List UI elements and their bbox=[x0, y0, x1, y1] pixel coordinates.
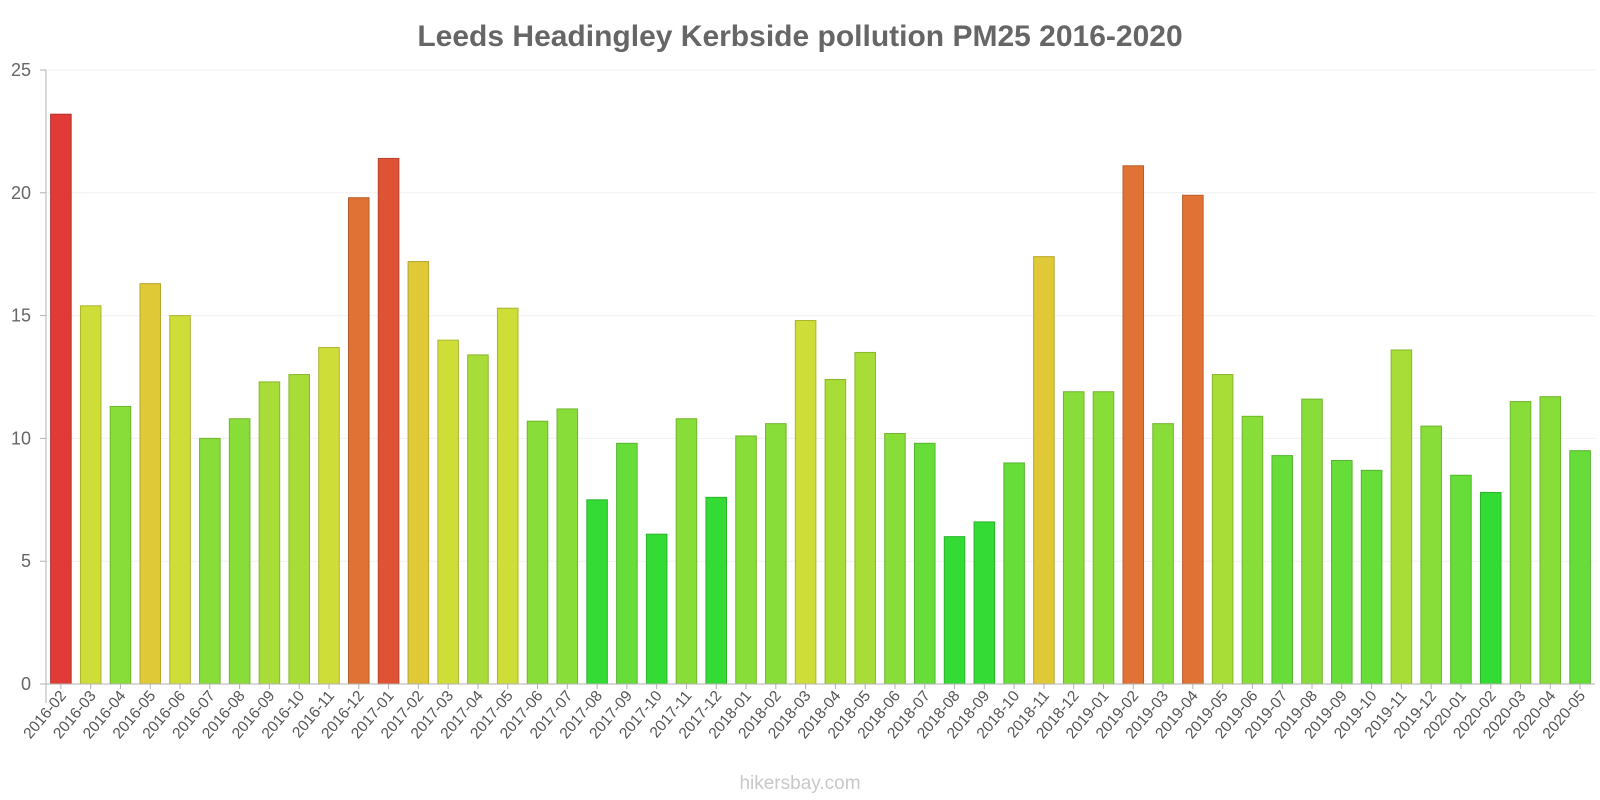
bar-2020-05 bbox=[1569, 450, 1591, 685]
bar-2018-08 bbox=[943, 536, 966, 685]
bar-2016-07 bbox=[199, 437, 221, 685]
bar-2019-12 bbox=[1420, 425, 1442, 685]
bar-2017-04 bbox=[467, 354, 489, 685]
bar-2018-09 bbox=[973, 521, 996, 685]
bar-2020-01 bbox=[1450, 474, 1472, 685]
bar-2016-04 bbox=[109, 405, 132, 685]
bar-2017-03 bbox=[437, 339, 459, 685]
bar-2016-03 bbox=[79, 305, 102, 685]
bar-2016-06 bbox=[169, 315, 191, 685]
bar-2018-10 bbox=[1003, 462, 1025, 685]
bar-2019-04 bbox=[1182, 194, 1204, 685]
chart-title: Leeds Headingley Kerbside pollution PM25… bbox=[417, 20, 1182, 53]
y-tick-label: 20 bbox=[11, 183, 31, 203]
bar-2019-01 bbox=[1092, 391, 1115, 685]
bar-2019-02 bbox=[1122, 165, 1145, 685]
bar-2016-02 bbox=[50, 113, 72, 685]
bars bbox=[50, 113, 1591, 685]
bar-2018-06 bbox=[884, 432, 906, 685]
bar-2018-12 bbox=[1062, 391, 1085, 685]
bar-2017-07 bbox=[556, 408, 579, 685]
bar-2016-09 bbox=[258, 381, 281, 685]
bar-2017-06 bbox=[526, 420, 549, 685]
bar-2017-08 bbox=[586, 499, 608, 685]
bar-2017-10 bbox=[645, 533, 668, 685]
bar-2017-12 bbox=[705, 496, 728, 685]
bar-2019-11 bbox=[1390, 349, 1413, 685]
y-tick-label: 0 bbox=[21, 674, 31, 694]
y-tick-label: 10 bbox=[11, 428, 31, 448]
bar-2018-05 bbox=[854, 351, 876, 685]
bar-2018-01 bbox=[735, 435, 757, 685]
x-axis-ticks: 2016-022016-032016-042016-052016-062016-… bbox=[20, 684, 1589, 742]
footer-source: hikersbay.com bbox=[739, 773, 860, 794]
bar-2017-01 bbox=[377, 157, 400, 685]
bar-2016-05 bbox=[139, 283, 162, 685]
bar-2020-02 bbox=[1479, 491, 1502, 685]
bar-2018-07 bbox=[913, 442, 936, 685]
bar-2019-03 bbox=[1152, 423, 1174, 685]
bar-2017-11 bbox=[675, 418, 698, 685]
bar-2018-03 bbox=[794, 320, 817, 685]
bar-2016-08 bbox=[228, 418, 251, 685]
y-axis-ticks: 0 5 10 15 20 25 bbox=[11, 60, 46, 694]
bar-2017-05 bbox=[496, 307, 519, 685]
bar-2018-02 bbox=[765, 423, 787, 685]
y-tick-label: 5 bbox=[21, 551, 31, 571]
bar-2017-02 bbox=[407, 261, 430, 685]
bar-2016-12 bbox=[348, 197, 370, 685]
bar-2018-11 bbox=[1033, 256, 1055, 685]
bar-2020-04 bbox=[1539, 396, 1562, 685]
bar-2016-11 bbox=[318, 347, 340, 685]
bar-2016-10 bbox=[288, 374, 310, 685]
y-tick-label: 25 bbox=[11, 60, 31, 80]
bar-2020-03 bbox=[1509, 401, 1532, 685]
bar-2017-09 bbox=[616, 442, 638, 685]
bar-2019-09 bbox=[1331, 460, 1353, 685]
bar-2019-07 bbox=[1271, 455, 1293, 685]
bar-2019-06 bbox=[1241, 415, 1264, 685]
bar-2018-04 bbox=[824, 378, 847, 685]
bar-2019-08 bbox=[1301, 398, 1323, 685]
y-tick-label: 15 bbox=[11, 306, 31, 326]
bar-2019-10 bbox=[1360, 469, 1383, 685]
bar-2019-05 bbox=[1211, 374, 1234, 685]
